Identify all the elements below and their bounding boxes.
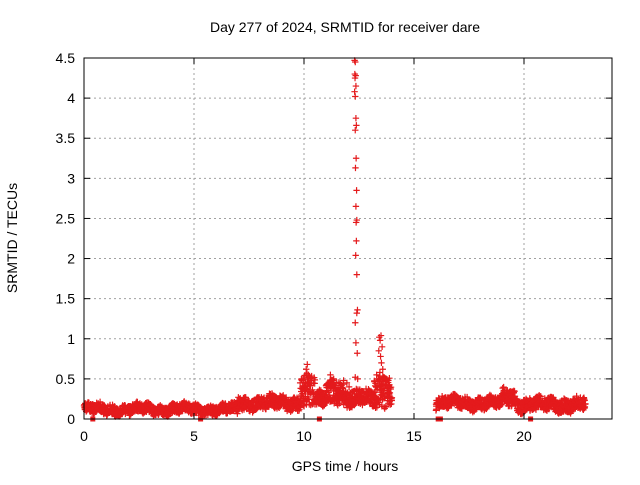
chart-title: Day 277 of 2024, SRMTID for receiver dar…	[210, 19, 480, 35]
spike-point	[375, 347, 382, 355]
data-point	[385, 390, 393, 398]
spike-point	[340, 377, 347, 384]
y-axis-label: SRMTID / TECUs	[4, 183, 20, 293]
spike-point	[352, 203, 360, 210]
points-layer	[80, 57, 589, 420]
spike-point	[376, 369, 384, 376]
spike-point	[373, 371, 380, 379]
spike-point	[305, 371, 312, 379]
spike-point	[352, 155, 360, 162]
spike-point	[352, 252, 359, 259]
spike-point	[354, 375, 361, 383]
spike-point	[330, 375, 337, 383]
x-tick-label: 0	[80, 428, 88, 444]
spike-point	[353, 122, 360, 129]
y-tick-label: 4	[67, 90, 75, 106]
x-tick-label: 5	[190, 428, 198, 444]
spike-point	[351, 74, 359, 82]
data-point	[297, 404, 304, 411]
y-tick-label: 3.5	[56, 130, 76, 146]
data-point	[386, 374, 393, 382]
y-tick-label: 1.5	[56, 291, 76, 307]
spike-point	[377, 353, 384, 360]
y-tick-label: 1	[67, 331, 75, 347]
y-tick-label: 0	[67, 411, 75, 427]
spike-point	[352, 164, 359, 172]
spike-point	[353, 187, 360, 194]
spike-point	[378, 343, 386, 350]
spike-point	[351, 88, 358, 95]
x-axis-label: GPS time / hours	[292, 458, 399, 474]
data-point	[458, 405, 466, 412]
data-point	[388, 397, 395, 404]
y-tick-label: 0.5	[56, 371, 76, 387]
data-point	[582, 400, 589, 407]
spike-point	[343, 379, 351, 387]
y-tick-label: 2.5	[56, 210, 76, 226]
x-tick-label: 10	[296, 428, 312, 444]
y-tick-label: 3	[67, 170, 75, 186]
spike-point	[352, 114, 360, 122]
y-tick-label: 4.5	[56, 50, 76, 66]
data-point	[311, 376, 319, 384]
spike-point	[376, 337, 384, 344]
grid-layer	[84, 58, 612, 419]
data-point	[382, 403, 390, 411]
spike-point	[352, 58, 359, 66]
spike-point	[352, 82, 360, 90]
spike-point	[378, 359, 385, 367]
spike-point	[353, 271, 360, 278]
data-point	[433, 406, 440, 413]
x-tick-label: 15	[406, 428, 422, 444]
spike-point	[380, 374, 387, 381]
spike-point	[352, 219, 360, 226]
data-point	[309, 386, 316, 394]
plot-frame	[83, 57, 613, 420]
ticks-layer: 0 0.5 1 1.5 2 2.5 3 3.5 4 4.5 0 5 10 15 20	[56, 50, 612, 444]
spike-point	[352, 93, 359, 100]
spike-point	[327, 371, 334, 379]
spike-point	[352, 339, 360, 346]
spike-point	[376, 333, 383, 341]
spike-point	[304, 361, 311, 368]
data-point	[325, 389, 332, 396]
spike-point	[353, 309, 360, 317]
spike-point	[345, 383, 353, 391]
data-point	[498, 401, 505, 408]
spike-point	[354, 306, 361, 314]
spike-point	[352, 127, 359, 134]
spike-point	[375, 375, 382, 383]
data-point	[387, 383, 395, 391]
y-tick-label: 2	[67, 251, 75, 267]
spike-point	[298, 375, 305, 383]
spike-point	[352, 319, 359, 326]
spike-point	[353, 237, 360, 245]
spike-point	[379, 366, 386, 373]
x-tick-label: 20	[516, 428, 532, 444]
spike-point	[354, 350, 361, 357]
spike-point	[303, 366, 310, 373]
